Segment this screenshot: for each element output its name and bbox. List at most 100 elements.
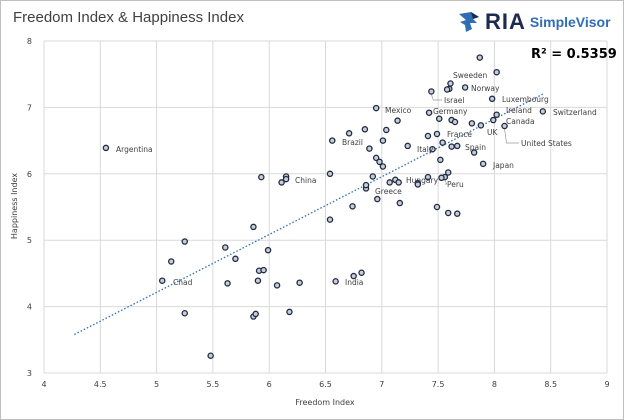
x-tick-label: 5 [154,380,159,389]
data-point [250,223,257,231]
point-label: Israel [444,96,465,105]
data-point [332,278,339,285]
data-point [443,86,451,93]
x-tick-label: 7.5 [432,380,445,389]
point-label: Brazil [342,138,363,147]
x-tick-label: 4.5 [94,380,107,389]
y-tick-label: 5 [27,236,32,245]
y-tick-label: 7 [27,103,32,112]
label-leader-line [504,128,519,144]
data-point [425,109,433,116]
data-point [345,130,353,137]
label-leader-line [431,94,442,101]
data-point [366,145,373,152]
data-point [444,169,452,176]
data-point [451,118,459,126]
data-point [395,179,402,186]
point-label: Sweeden [453,71,487,80]
data-point [479,160,487,168]
trendline [74,93,544,336]
point-label: UK [487,128,498,137]
eagle-icon [459,12,479,32]
data-point [374,195,381,203]
point-label: Germany [433,107,468,116]
data-point [468,120,476,127]
data-point [167,258,175,265]
data-point [350,272,357,280]
logo-brand: RIA [485,9,526,34]
data-point [376,158,383,166]
data-point [424,132,432,140]
point-label: Japan [492,161,514,170]
data-point [461,84,469,91]
data-point [501,122,508,130]
point-label: Mexico [385,106,412,115]
data-point [260,266,267,274]
data-point [361,126,369,133]
data-point [433,130,441,138]
data-point [439,139,446,146]
r-squared-annotation: R² = 0.5359 [531,47,617,62]
y-tick-label: 3 [27,369,32,378]
data-point [424,173,432,181]
point-label: Canada [506,117,535,126]
data-point [470,149,478,156]
data-point [258,173,265,181]
y-tick-label: 8 [27,37,32,46]
data-point [448,143,455,150]
data-point [326,170,334,178]
point-label: Chad [173,278,193,287]
data-point [396,199,404,207]
chart-title: Freedom Index & Happiness Index [13,9,244,26]
data-point [232,255,239,263]
x-tick-label: 5.5 [207,380,220,389]
point-label: China [295,176,316,185]
data-point [433,203,441,211]
data-point [181,238,188,245]
data-point [358,269,365,276]
data-point [493,68,500,76]
data-point [453,142,461,150]
data-point [372,154,380,162]
point-label: Norway [471,84,500,93]
x-tick-label: 6.5 [319,380,332,389]
data-point [488,95,496,103]
data-point [453,210,461,217]
x-tick-label: 4 [41,380,46,389]
data-point [379,163,387,170]
data-point [273,282,281,289]
data-point [224,280,231,287]
point-label: India [345,278,363,287]
data-point [493,111,500,118]
data-point [362,181,370,189]
data-point [435,115,443,122]
y-tick-label: 6 [27,170,32,179]
point-label: Argentina [116,145,153,154]
y-axis-label: Happiness Index [10,173,19,239]
data-point [254,277,262,284]
data-point [264,246,272,254]
data-point [394,117,401,124]
data-point [222,244,229,251]
data-point [490,116,497,124]
data-point [383,126,390,134]
data-point [477,122,485,129]
x-tick-label: 9 [604,380,609,389]
point-label: Ireland [506,106,532,115]
point-label: Spain [465,143,486,152]
point-label: Hungary [406,176,439,185]
data-point [252,310,259,318]
data-point [414,181,422,188]
data-point [428,88,435,95]
data-point [349,203,356,210]
point-label: Greece [375,187,402,196]
x-tick-label: 6 [267,380,272,389]
x-axis-label: Freedom Index [295,398,355,407]
point-label: Italy [417,145,434,154]
data-point [438,174,445,182]
data-point [278,179,285,186]
data-point [369,173,377,180]
data-point [404,142,411,150]
